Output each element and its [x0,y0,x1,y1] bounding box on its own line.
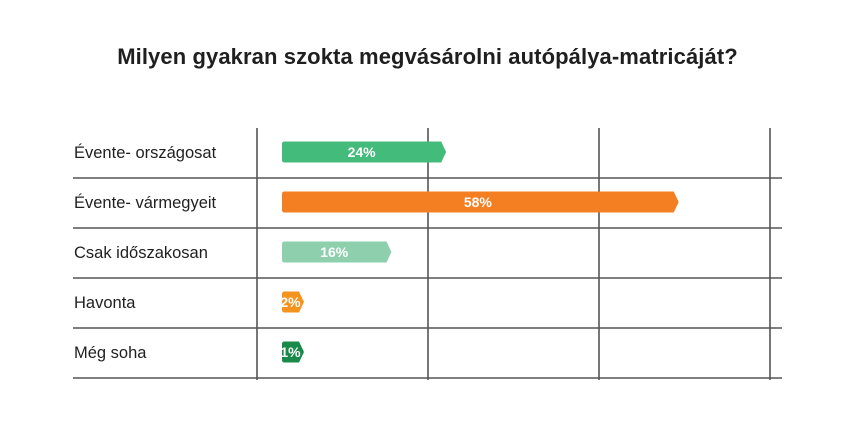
bar-2 [282,241,392,263]
chart-title: Milyen gyakran szokta megvásárolni autóp… [117,44,738,69]
grid-layer [73,128,782,380]
category-label-0: Évente- országosat [74,143,217,162]
bar-value-label-0: 24% [348,144,377,160]
bar-value-label-1: 58% [464,194,493,210]
category-label-4: Még soha [74,344,147,362]
category-label-3: Havonta [74,294,136,312]
bar-value-label-2: 16% [320,244,349,260]
label-layer: 24% Évente- országosat 58% Évente- vármegye… [74,143,492,362]
bar-value-label-3: 2% [280,294,301,310]
category-label-2: Csak időszakosan [74,244,208,262]
bar-3 [282,291,304,313]
bar-value-label-4: 1% [280,344,301,360]
category-label-1: Évente- vármegyeit [74,193,217,212]
bar-4 [282,341,304,363]
bar-1 [282,191,679,213]
bar-layer [282,141,679,363]
bar-0 [282,141,447,163]
